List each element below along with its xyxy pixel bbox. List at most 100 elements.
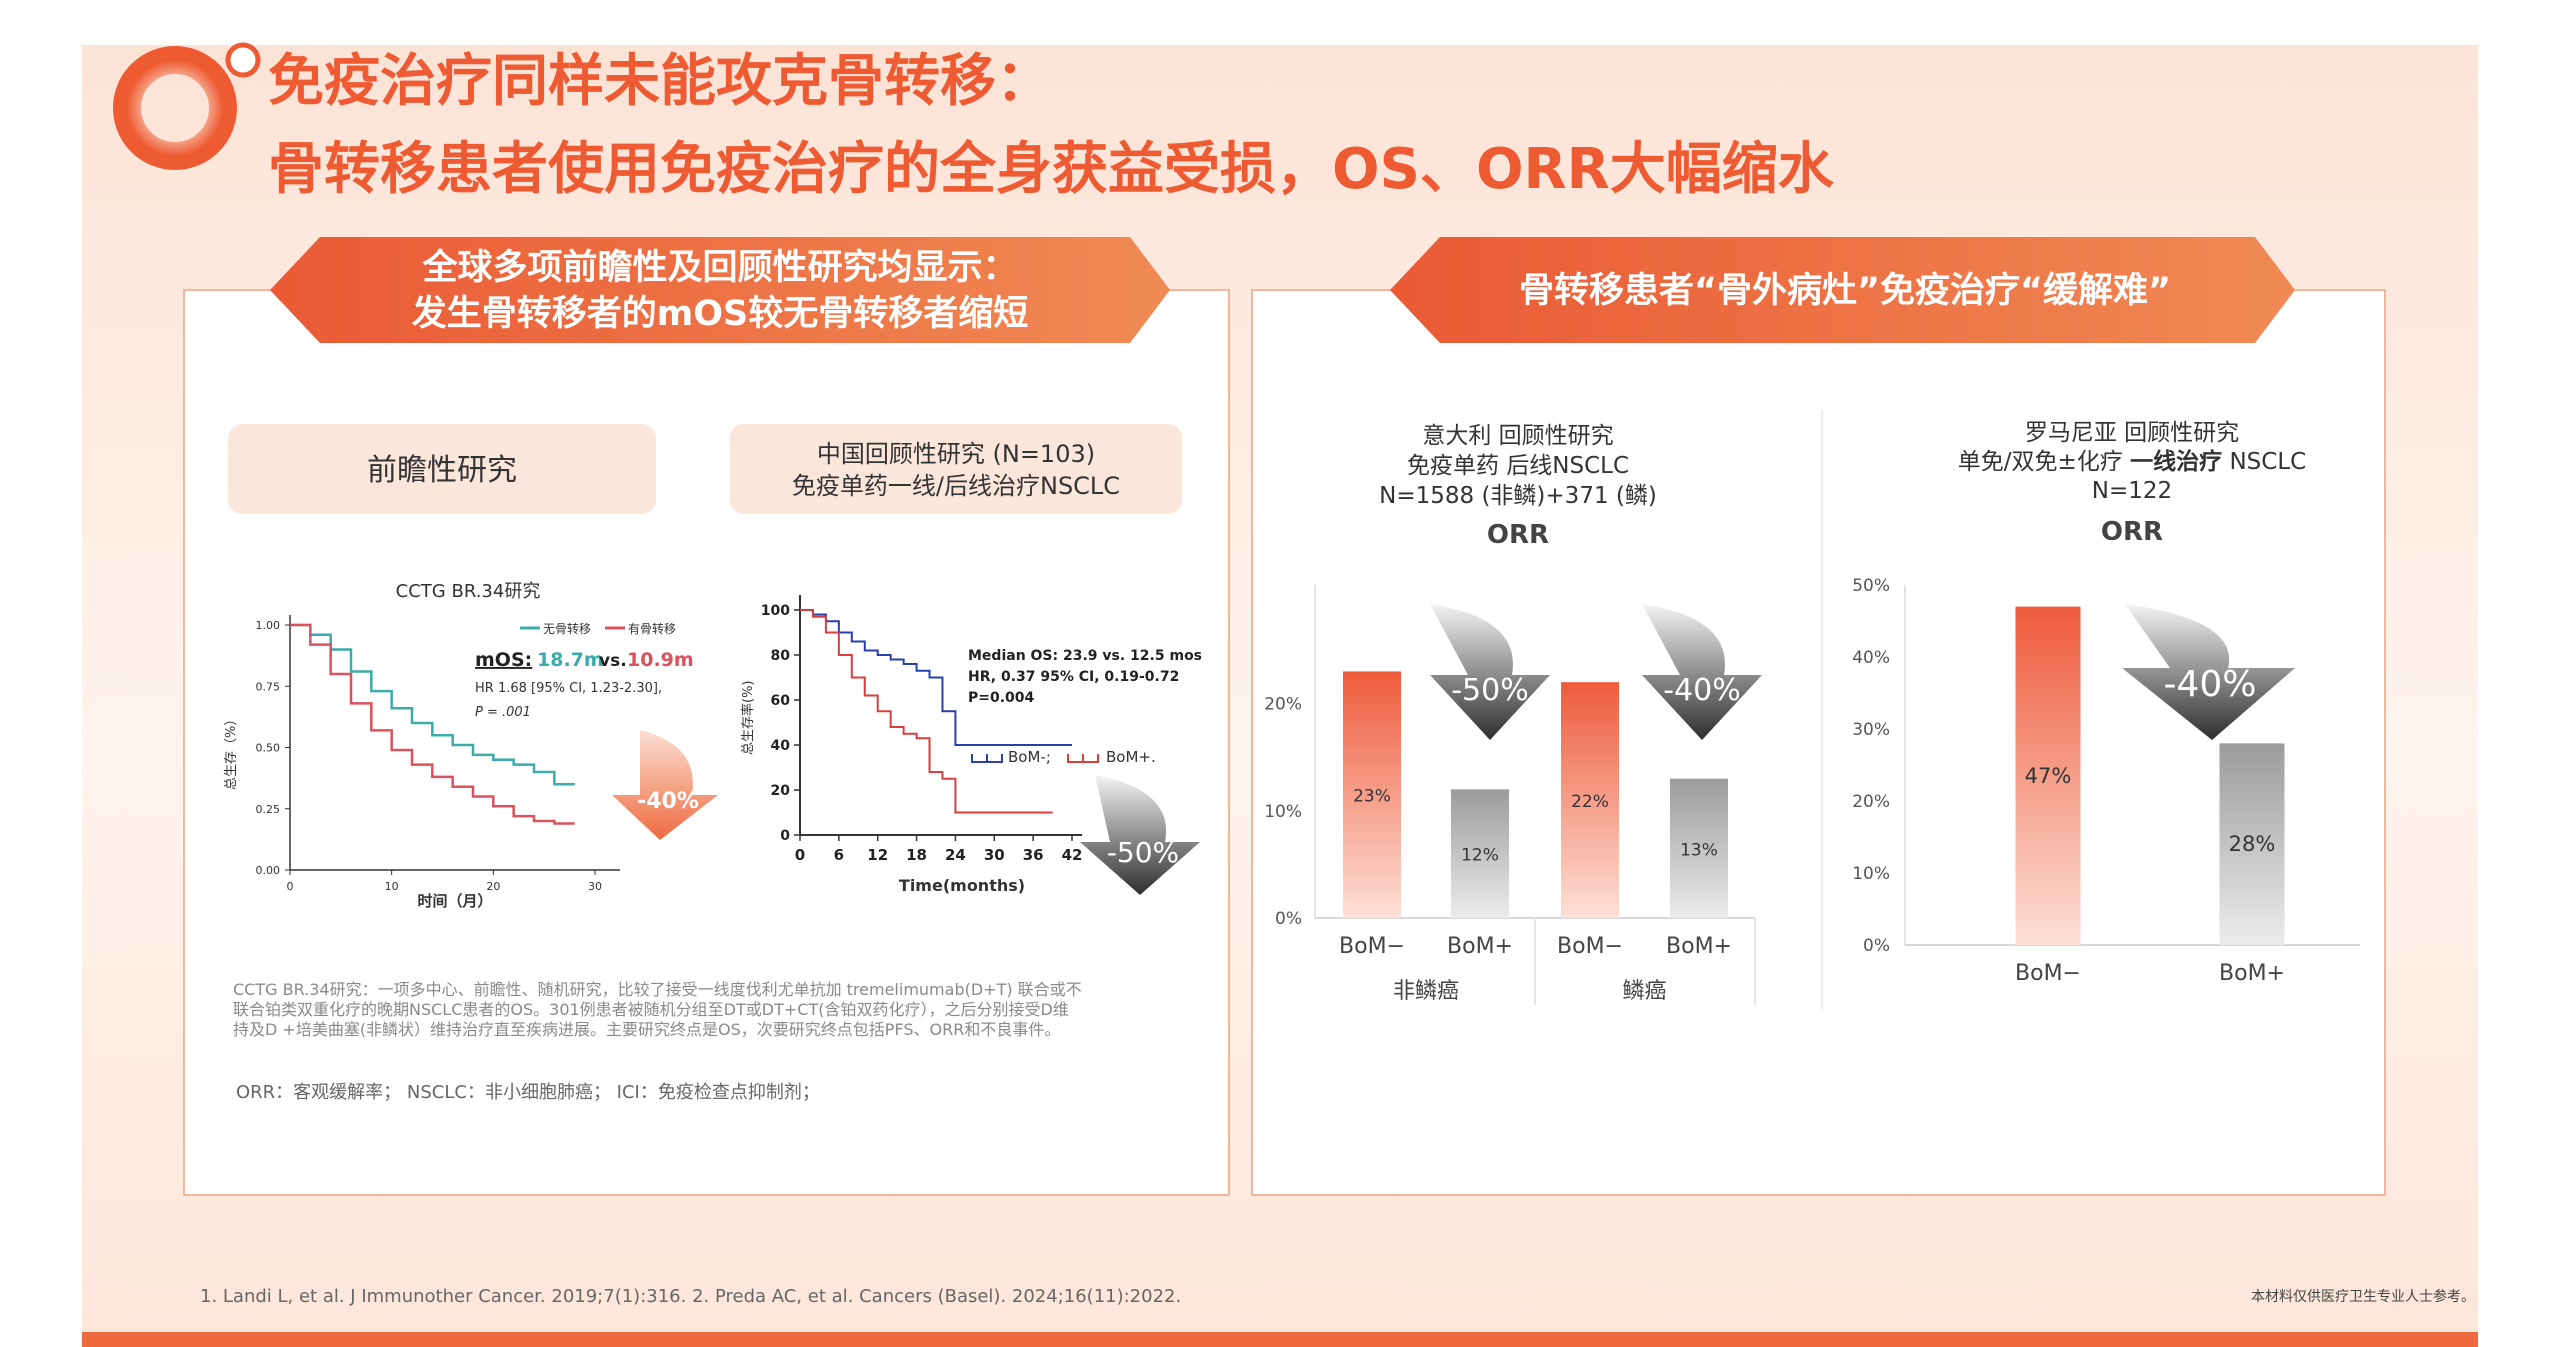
pill-china-line2: 免疫单药一线/后线治疗NSCLC bbox=[792, 472, 1120, 500]
km1-x-label: 时间（月） bbox=[417, 892, 492, 910]
km2-x-label: Time(months) bbox=[899, 876, 1025, 895]
romania-line2: 单免/双免±化疗 一线治疗 NSCLC bbox=[1958, 448, 2306, 475]
italy-line3: N=1588 (非鳞)+371 (鳞) bbox=[1379, 483, 1657, 509]
km1-x-tick-label: 30 bbox=[588, 880, 602, 893]
km2-y-tick-label: 60 bbox=[771, 693, 791, 709]
romania-bar-value-label: 47% bbox=[2025, 764, 2072, 788]
km-chart-china: 100 80 60 40 20 0 0 6 12 18 24 30 36 42 总生存率(%) Time… bbox=[740, 595, 1202, 895]
italy-category-label: BoM+ bbox=[1666, 934, 1732, 959]
km2-x-tick-label: 42 bbox=[1062, 846, 1083, 864]
pill-china-study bbox=[730, 424, 1182, 514]
page-title-line2: 骨转移患者使用免疫治疗的全身获益受损，OS、ORR大幅缩水 bbox=[268, 137, 1835, 202]
left-banner-line2: 发生骨转移者的mOS较无骨转移者缩短 bbox=[412, 294, 1028, 334]
romania-y-tick-label: 0% bbox=[1863, 936, 1890, 956]
km2-reduction-arrow bbox=[1080, 775, 1200, 895]
km1-legend-no: 无骨转移 bbox=[543, 621, 591, 636]
km2-p: P=0.004 bbox=[968, 690, 1035, 706]
italy-arrow-sq-label: -40% bbox=[1663, 673, 1741, 708]
romania-arrow bbox=[2122, 604, 2295, 740]
km2-x-tick-label: 12 bbox=[867, 846, 888, 864]
italy-y-tick-label: 10% bbox=[1264, 802, 1302, 822]
italy-bar-value-label: 23% bbox=[1353, 787, 1391, 807]
km2-y-tick-label: 0 bbox=[780, 828, 790, 844]
romania-bar-bom-neg bbox=[2015, 606, 2081, 945]
italy-orr-title: ORR bbox=[1487, 520, 1549, 550]
italy-line2: 免疫单药 后线NSCLC bbox=[1407, 453, 1629, 479]
italy-orr-chart: 0% 10% 20% 23% 12% 22% 13% BoM− BoM+ BoM− BoM+ 非… bbox=[1264, 585, 1756, 1005]
km1-mos-no: 18.7m bbox=[537, 649, 604, 671]
romania-bar-bom-pos bbox=[2219, 743, 2285, 945]
romania-line3: N=122 bbox=[2092, 478, 2172, 504]
italy-bar-bom-neg bbox=[1561, 682, 1619, 918]
km1-mos-label: mOS: bbox=[475, 649, 532, 671]
italy-bar-value-label: 22% bbox=[1571, 792, 1609, 812]
km2-x-tick-label: 30 bbox=[984, 846, 1005, 864]
km2-y-label: 总生存率(%) bbox=[740, 681, 756, 756]
romania-orr-title: ORR bbox=[2101, 517, 2163, 547]
km1-y-tick-label: 0.25 bbox=[256, 803, 281, 816]
footnote-line2: 联合铂类双重化疗的晚期NSCLC患者的OS。301例患者被随机分组至DT或DT+… bbox=[233, 1000, 1069, 1019]
km2-y-tick-label: 40 bbox=[771, 738, 791, 754]
pill-china-line1: 中国回顾性研究 (N=103) bbox=[817, 440, 1095, 468]
km-chart-cctg: CCTG BR.34研究 1.00 0.75 0.50 0.25 0.00 0 10 20 3… bbox=[224, 581, 694, 910]
italy-bar-bom-neg bbox=[1343, 671, 1401, 918]
km1-line-no-bone-mets bbox=[290, 623, 575, 786]
km2-x-tick-label: 24 bbox=[945, 846, 966, 864]
km1-y-label: 总生存（%） bbox=[224, 713, 239, 790]
footnote-line1: CCTG BR.34研究：一项多中心、前瞻性、随机研究，比较了接受一线度伐利尤单… bbox=[233, 980, 1082, 999]
km2-x-tick-label: 36 bbox=[1023, 846, 1044, 864]
footer-disclaimer: 本材料仅供医疗卫生专业人士参考。 bbox=[2251, 1288, 2475, 1305]
km2-legend-swatch-pos bbox=[1067, 754, 1099, 763]
km1-y-tick-label: 1.00 bbox=[256, 619, 281, 632]
abbreviations: ORR：客观缓解率； NSCLC：非小细胞肺癌； ICI：免疫检查点抑制剂； bbox=[236, 1082, 820, 1103]
km2-legend-pos: BoM+. bbox=[1106, 748, 1156, 766]
km1-x-tick-label: 20 bbox=[486, 880, 500, 893]
km2-legend-swatch-neg bbox=[971, 754, 1003, 763]
km1-hr: HR 1.68 [95% CI, 1.23-2.30], bbox=[475, 681, 662, 696]
left-banner-line1: 全球多项前瞻性及回顾性研究均显示： bbox=[421, 247, 1017, 288]
page-title-line1: 免疫治疗同样未能攻克骨转移： bbox=[268, 49, 1052, 114]
km1-reduction-arrow bbox=[612, 730, 718, 840]
italy-arrow-nonsq-label: -50% bbox=[1451, 673, 1529, 708]
right-banner bbox=[1390, 237, 2295, 343]
romania-category-label: BoM− bbox=[2015, 961, 2081, 986]
italy-bar-bom-pos bbox=[1670, 778, 1728, 918]
romania-bar-value-label: 28% bbox=[2229, 832, 2276, 856]
km2-median: Median OS: 23.9 vs. 12.5 mos bbox=[968, 648, 1202, 664]
romania-line2b: 一线治疗 bbox=[2130, 448, 2222, 475]
pill-prospective-label: 前瞻性研究 bbox=[367, 453, 517, 488]
italy-arrow-sq bbox=[1642, 604, 1762, 740]
romania-orr-chart: 0% 10% 20% 30% 40% 50% 47% 28% BoM− BoM+ bbox=[1852, 576, 2360, 986]
romania-y-tick-label: 50% bbox=[1852, 576, 1890, 596]
km1-y-tick-label: 0.00 bbox=[256, 864, 281, 877]
romania-line1: 罗马尼亚 回顾性研究 bbox=[2025, 420, 2239, 446]
left-banner bbox=[270, 237, 1170, 343]
km2-y-tick-label: 20 bbox=[771, 783, 791, 799]
km2-y-tick-label: 100 bbox=[761, 603, 790, 619]
km2-x-tick-label: 0 bbox=[795, 846, 805, 864]
italy-category-label: BoM− bbox=[1339, 934, 1405, 959]
romania-y-tick-label: 40% bbox=[1852, 648, 1890, 668]
romania-y-tick-label: 30% bbox=[1852, 720, 1890, 740]
km1-mos-yes: 10.9m bbox=[627, 649, 694, 671]
italy-category-label: BoM− bbox=[1557, 934, 1623, 959]
italy-bar-bom-pos bbox=[1451, 789, 1509, 918]
decorative-ring-logo bbox=[113, 42, 261, 170]
km1-p: P = .001 bbox=[475, 705, 531, 720]
romania-line2c: NSCLC bbox=[2222, 449, 2306, 475]
bottom-accent-bar bbox=[82, 1332, 2478, 1347]
km1-line-bone-mets bbox=[290, 623, 575, 825]
italy-bar-value-label: 12% bbox=[1461, 846, 1499, 866]
romania-arrow-label: -40% bbox=[2163, 664, 2256, 705]
km1-mos-vs: vs. bbox=[599, 651, 627, 671]
italy-category-label: BoM+ bbox=[1447, 934, 1513, 959]
km1-title: CCTG BR.34研究 bbox=[396, 581, 541, 602]
romania-line2a: 单免/双免±化疗 bbox=[1958, 449, 2130, 475]
km2-y-tick-label: 80 bbox=[771, 648, 791, 664]
italy-group-label: 鳞癌 bbox=[1622, 979, 1666, 1004]
italy-line1: 意大利 回顾性研究 bbox=[1422, 423, 1613, 449]
km2-line-bom-pos bbox=[800, 609, 1053, 814]
italy-y-tick-label: 20% bbox=[1264, 695, 1302, 715]
romania-category-label: BoM+ bbox=[2219, 961, 2285, 986]
km1-x-tick-label: 0 bbox=[287, 880, 294, 893]
